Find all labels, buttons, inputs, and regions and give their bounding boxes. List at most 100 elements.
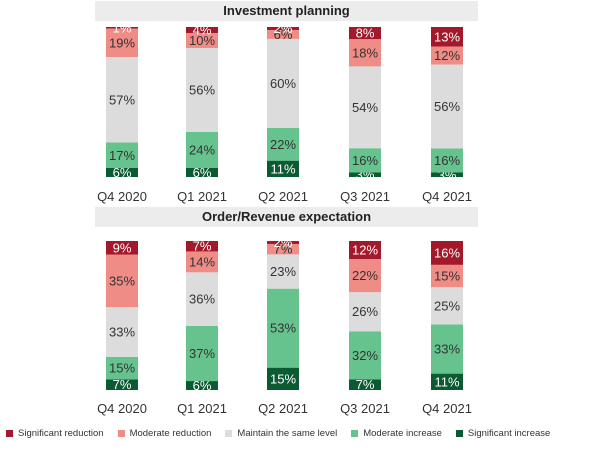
data-label: 15% bbox=[434, 269, 460, 284]
data-label: 6% bbox=[113, 165, 132, 180]
legend-label: Moderate increase bbox=[363, 427, 442, 439]
bar-segment-moderate-increase bbox=[349, 148, 381, 173]
bar-segment-significant-reduction bbox=[186, 241, 218, 252]
bar-segment-moderate-reduction bbox=[349, 39, 381, 67]
legend-item-significant-increase: Significant increase bbox=[455, 428, 550, 439]
data-label: 17% bbox=[109, 148, 135, 163]
bar-segment-significant-reduction bbox=[431, 241, 463, 265]
data-label: 36% bbox=[189, 292, 215, 307]
bar-segment-significant-reduction bbox=[349, 241, 381, 260]
x-tick-label: Q2 2021 bbox=[258, 401, 308, 416]
bar-segment-maintain-the-same-level bbox=[349, 66, 381, 149]
bar-segment-significant-increase bbox=[349, 172, 381, 177]
legend-item-maintain-same-level: Maintain the same level bbox=[225, 428, 337, 439]
bar-segment-maintain-the-same-level bbox=[267, 254, 299, 289]
data-label: 57% bbox=[109, 92, 135, 107]
bar-segment-moderate-increase bbox=[186, 325, 218, 382]
bar-segment-moderate-reduction bbox=[267, 243, 299, 255]
data-label: 7% bbox=[356, 377, 375, 392]
data-label: 9% bbox=[113, 240, 132, 255]
data-label: 6% bbox=[274, 27, 293, 42]
data-label: 37% bbox=[189, 346, 215, 361]
legend: Significant reduction Moderate reduction… bbox=[6, 426, 600, 440]
data-label: 6% bbox=[193, 378, 212, 393]
data-label: 7% bbox=[274, 242, 293, 257]
bar-segment-moderate-increase bbox=[431, 324, 463, 374]
bar-segment-moderate-increase bbox=[431, 148, 463, 173]
data-label: 32% bbox=[352, 348, 378, 363]
legend-swatch bbox=[6, 429, 13, 437]
x-tick-label: Q4 2021 bbox=[422, 189, 472, 204]
x-tick-label: Q4 2020 bbox=[97, 401, 147, 416]
legend-swatch bbox=[117, 429, 125, 437]
bar-segment-significant-reduction bbox=[267, 27, 299, 30]
data-label: 33% bbox=[109, 325, 135, 340]
data-label: 22% bbox=[352, 268, 378, 283]
bar-segment-significant-reduction bbox=[106, 241, 138, 255]
data-label: 16% bbox=[434, 245, 460, 260]
bar-segment-moderate-reduction bbox=[106, 28, 138, 57]
data-label: 7% bbox=[113, 377, 132, 392]
data-label: 19% bbox=[109, 35, 135, 50]
bar-segment-moderate-increase bbox=[267, 127, 299, 161]
legend-item-significant-reduction: Significant reduction bbox=[6, 428, 104, 439]
bar-segment-significant-reduction bbox=[267, 241, 299, 244]
data-label: 24% bbox=[189, 143, 215, 158]
data-label: 4% bbox=[193, 23, 212, 38]
x-tick-label: Q1 2021 bbox=[177, 189, 227, 204]
data-label: 60% bbox=[270, 76, 296, 91]
data-label: 56% bbox=[189, 83, 215, 98]
bar-segment-significant-increase bbox=[186, 168, 218, 177]
data-label: 15% bbox=[270, 371, 296, 386]
bar-segment-moderate-reduction bbox=[349, 259, 381, 293]
bar-segment-moderate-increase bbox=[349, 331, 381, 380]
data-label: 2% bbox=[274, 235, 293, 250]
legend-label: Maintain the same level bbox=[237, 427, 338, 439]
data-label: 25% bbox=[434, 298, 460, 313]
bar-segment-maintain-the-same-level bbox=[106, 307, 138, 357]
bar-segment-moderate-increase bbox=[186, 132, 218, 168]
data-label: 22% bbox=[270, 137, 296, 152]
x-tick-label: Q2 2021 bbox=[258, 189, 308, 204]
bar-segment-significant-increase bbox=[431, 172, 463, 177]
bar-segment-maintain-the-same-level bbox=[106, 57, 138, 143]
data-label: 10% bbox=[189, 33, 215, 48]
legend-item-moderate-increase: Moderate increase bbox=[351, 428, 442, 439]
bar-segment-significant-reduction bbox=[106, 27, 138, 29]
bar-segment-significant-increase bbox=[349, 379, 381, 390]
data-label: 23% bbox=[270, 264, 296, 279]
bar-segment-moderate-increase bbox=[106, 356, 138, 380]
data-label: 18% bbox=[352, 45, 378, 60]
data-label: 56% bbox=[434, 99, 460, 114]
data-label: 11% bbox=[270, 161, 295, 176]
bar-segment-moderate-reduction bbox=[186, 251, 218, 273]
bar-segment-moderate-reduction bbox=[186, 33, 218, 48]
panel-title-investment-planning: Investment planning bbox=[95, 1, 478, 21]
bar-segment-maintain-the-same-level bbox=[267, 38, 299, 128]
bar-segment-significant-increase bbox=[267, 367, 299, 390]
data-label: 1% bbox=[113, 20, 132, 35]
legend-swatch bbox=[225, 429, 233, 437]
bar-segment-moderate-reduction bbox=[431, 264, 463, 288]
data-label: 11% bbox=[434, 374, 459, 389]
chart-panel-investment-planning: 6% 17% 57% 19%1% Q4 2020 6% 24% 56% 10%4% Q1 2021… bbox=[97, 20, 472, 204]
bar-segment-maintain-the-same-level bbox=[431, 64, 463, 149]
data-label: 12% bbox=[352, 243, 378, 258]
x-tick-label: Q3 2021 bbox=[340, 189, 390, 204]
data-label: 16% bbox=[352, 153, 378, 168]
bar-segment-significant-reduction bbox=[349, 27, 381, 40]
panel-title-order-revenue-expectation: Order/Revenue expectation bbox=[95, 207, 478, 227]
data-label: 12% bbox=[434, 48, 460, 63]
data-label: 13% bbox=[434, 29, 460, 44]
bar-segment-maintain-the-same-level bbox=[186, 272, 218, 326]
data-label: 53% bbox=[270, 321, 296, 336]
legend-label: Moderate reduction bbox=[129, 427, 212, 439]
bar-segment-significant-increase bbox=[431, 373, 463, 390]
data-label: 7% bbox=[193, 239, 212, 254]
legend-swatch bbox=[455, 429, 463, 437]
bar-segment-maintain-the-same-level bbox=[349, 292, 381, 332]
data-label: 8% bbox=[356, 26, 375, 41]
